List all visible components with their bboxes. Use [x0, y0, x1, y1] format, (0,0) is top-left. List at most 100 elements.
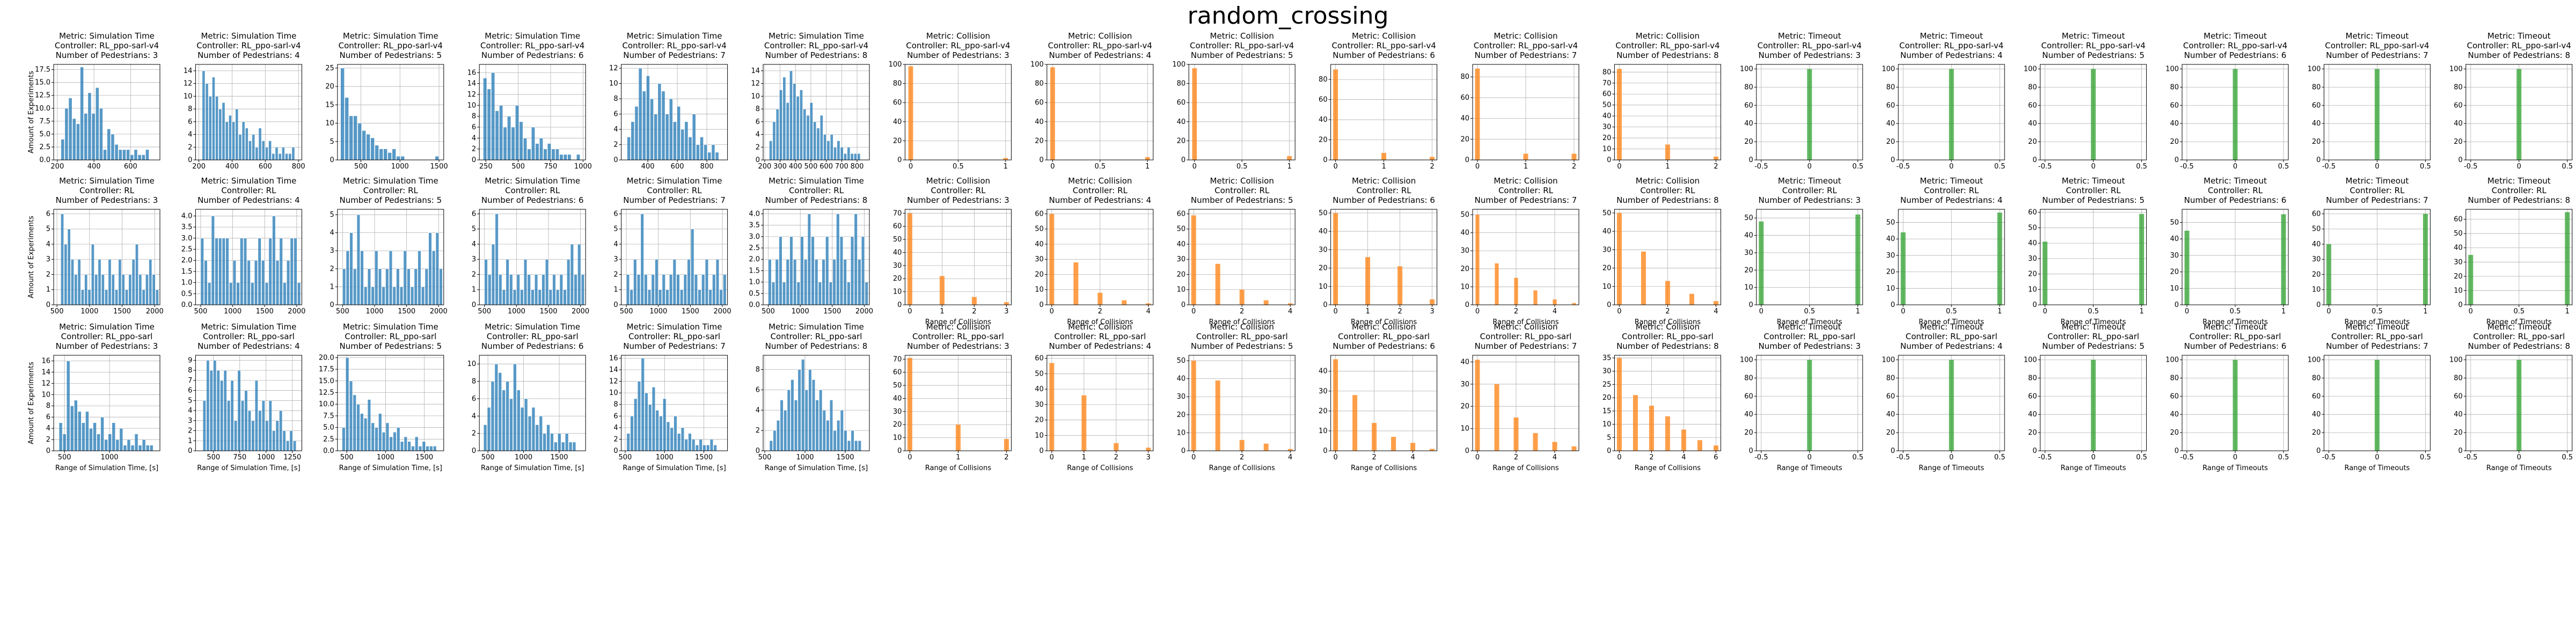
y-tick-label: 2 — [46, 436, 50, 444]
histogram-bar — [829, 400, 833, 451]
histogram-bar — [356, 404, 360, 451]
x-axis-label: Range of Collisions — [1635, 464, 1701, 472]
histogram-bar — [134, 149, 138, 160]
x-tick-label: 500 — [50, 308, 64, 316]
histogram-bar — [439, 268, 443, 305]
histogram-bar — [137, 155, 142, 160]
y-tick-label: 20 — [1886, 268, 1896, 276]
y-tick-label: 0 — [756, 447, 760, 455]
histogram-bar — [399, 287, 404, 305]
histogram-bar — [640, 214, 644, 305]
subplot-title-line: Number of Pedestrians: 6 — [481, 50, 584, 60]
subplot-title-line: Number of Pedestrians: 4 — [1900, 195, 2003, 205]
y-tick-label: 7.5 — [39, 118, 50, 126]
histogram-bar — [558, 433, 561, 451]
x-tick-label: 2 — [1004, 453, 1008, 462]
histogram-bar — [396, 268, 400, 305]
subplot-title-line: Number of Pedestrians: 8 — [765, 341, 868, 351]
histogram-bar — [228, 115, 232, 160]
x-tick-label: 1 — [1287, 163, 1291, 171]
y-tick-label: 40 — [1886, 411, 1896, 419]
histogram-bar — [555, 149, 559, 160]
histogram-bar — [1523, 153, 1528, 160]
x-tick-label: 2 — [1514, 308, 1518, 316]
y-tick-label: 40 — [1744, 120, 1753, 128]
y-tick-label: 20 — [1744, 266, 1753, 274]
x-tick-label: 1 — [1997, 308, 2002, 316]
y-tick-label: 3.5 — [181, 223, 193, 231]
histogram-bar — [1855, 214, 1861, 305]
histogram-bar — [561, 442, 565, 451]
histogram-bar — [200, 238, 204, 305]
x-tick-label: 1000 — [100, 453, 118, 462]
histogram-bar — [222, 102, 225, 160]
histogram-bar — [786, 259, 789, 305]
histogram-bar — [1050, 67, 1055, 160]
histogram-bar — [1239, 440, 1245, 451]
histogram-bar — [1807, 69, 1812, 160]
subplot-title-line: Metric: Timeout — [1920, 322, 1983, 332]
y-tick-label: 0 — [472, 447, 476, 455]
histogram-bar — [125, 289, 128, 305]
histogram-bar — [523, 259, 528, 305]
y-tick-label: 0 — [330, 301, 334, 309]
subplot-title-line: Number of Pedestrians: 5 — [1191, 50, 1293, 60]
y-tick-label: 50 — [1460, 211, 1469, 219]
y-tick-label: 5 — [46, 225, 50, 233]
histogram-bar — [370, 137, 375, 160]
x-tick-label: 0 — [1617, 163, 1621, 171]
subplot-title-line: Metric: Timeout — [2062, 176, 2125, 186]
figure-title: random_crossing — [1187, 2, 1389, 30]
histogram-bar — [1494, 384, 1499, 451]
y-tick-label: 3.5 — [749, 222, 760, 230]
subplot-title-line: Metric: Simulation Time — [343, 322, 438, 332]
histogram-bar — [779, 236, 782, 305]
histogram-bar — [837, 420, 840, 451]
histogram-bar — [84, 274, 88, 305]
x-tick-label: 2 — [1572, 163, 1576, 171]
histogram-bar — [78, 411, 82, 451]
y-tick-label: 0 — [1465, 156, 1469, 164]
y-tick-label: 60 — [2170, 101, 2179, 109]
subplot-title-line: Controller: RL_ppo-sarl-v4 — [2325, 41, 2429, 51]
histogram-bar — [1475, 360, 1480, 451]
subplot-title-line: Controller: RL_ppo-sarl — [345, 332, 436, 342]
x-tick-label: 500 — [194, 308, 208, 316]
histogram-bar — [215, 238, 218, 305]
x-tick-label: 500 — [758, 453, 772, 462]
x-axis-label: Range of Timeouts — [2344, 464, 2410, 472]
histogram-bar — [230, 380, 234, 451]
histogram-bar — [662, 274, 665, 305]
histogram-bar — [2468, 255, 2473, 305]
histogram-bar — [527, 149, 531, 160]
histogram-bar — [818, 282, 822, 305]
histogram-bar — [706, 444, 710, 451]
subplot-title-line: Controller: RL_ppo-sarl-v4 — [1331, 41, 1436, 51]
x-tick-label: 0.5 — [2278, 163, 2289, 171]
histogram-bar — [403, 250, 407, 305]
subplot-title-line: Controller: RL — [505, 186, 560, 195]
y-tick-label: 10 — [751, 92, 760, 100]
histogram-bar — [70, 405, 74, 451]
histogram-bar — [692, 439, 696, 451]
histogram-bar — [680, 129, 685, 160]
y-tick-label: 20 — [2312, 138, 2321, 146]
subplot-title-line: Number of Pedestrians: 6 — [481, 195, 584, 205]
histogram-bar — [363, 418, 368, 451]
y-tick-label: 1.5 — [181, 268, 193, 276]
y-tick-label: 2 — [472, 430, 476, 438]
x-tick-label: 1 — [1365, 308, 1370, 316]
x-tick-label: 1000 — [224, 308, 241, 316]
subplot-title-line: Metric: Timeout — [2487, 176, 2551, 186]
subplot: 200 400 600 800 0 2 4 6 8 10 12 14 Metric: Simulatio… — [184, 31, 305, 171]
subplot-title-line: Controller: RL — [2066, 186, 2121, 195]
histogram-bar — [255, 147, 259, 160]
subplot-title-line: Metric: Timeout — [2346, 322, 2409, 332]
histogram-bar — [822, 259, 825, 305]
y-tick-label: 5.0 — [39, 130, 50, 138]
histogram-bar — [385, 268, 389, 305]
subplot-title-line: Controller: RL_ppo-sarl-v4 — [1474, 41, 1578, 51]
y-tick-label: 80 — [1744, 374, 1753, 382]
